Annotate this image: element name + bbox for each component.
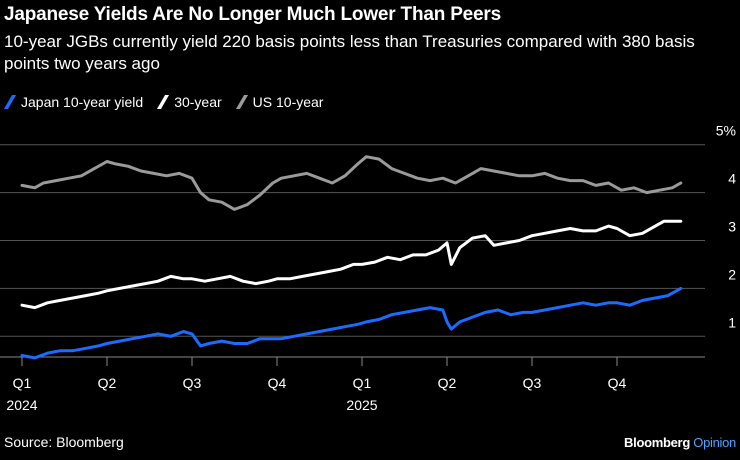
- series-line-30-year: [20, 219, 683, 310]
- series-line-us-10-year: [20, 155, 683, 211]
- x-tick-label: Q2: [438, 375, 457, 391]
- brand-name: Bloomberg: [624, 435, 690, 450]
- x-tick-label: Q4: [608, 375, 627, 391]
- legend-label-30y: 30-year: [174, 94, 222, 110]
- x-tick-year-label: 2025: [346, 397, 377, 413]
- y-tick-label: 2: [728, 266, 736, 282]
- y-tick-label: 3: [728, 219, 736, 235]
- legend-item-30y: 30-year: [157, 94, 222, 110]
- y-tick-label: 1: [728, 314, 736, 330]
- y-tick-label: 5%: [716, 123, 736, 139]
- x-tick-year-label: 2024: [6, 397, 37, 413]
- series-line-japan-10-year-yield: [20, 286, 683, 360]
- legend-label-us-10y: US 10-year: [252, 94, 324, 110]
- x-tick-label: Q4: [268, 375, 287, 391]
- y-tick-label: 4: [728, 171, 736, 187]
- chart-title: Japanese Yields Are No Longer Much Lower…: [4, 4, 501, 25]
- legend-item-japan-10y: Japan 10-year yield: [3, 94, 144, 110]
- x-tick-label: Q3: [183, 375, 202, 391]
- brand-logo: Bloomberg Opinion: [624, 435, 736, 450]
- brand-suffix: Opinion: [693, 435, 736, 450]
- x-tick-label: Q2: [98, 375, 117, 391]
- x-tick-label: Q1: [353, 375, 372, 391]
- legend: Japan 10-year yield 30-year US 10-year: [3, 94, 337, 110]
- legend-item-us-10y: US 10-year: [235, 94, 324, 110]
- x-tick-label: Q3: [523, 375, 542, 391]
- source-note: Source: Bloomberg: [4, 434, 124, 450]
- legend-label-japan-10y: Japan 10-year yield: [21, 94, 144, 110]
- chart-subtitle: 10-year JGBs currently yield 220 basis p…: [4, 32, 695, 73]
- x-tick-label: Q1: [13, 375, 32, 391]
